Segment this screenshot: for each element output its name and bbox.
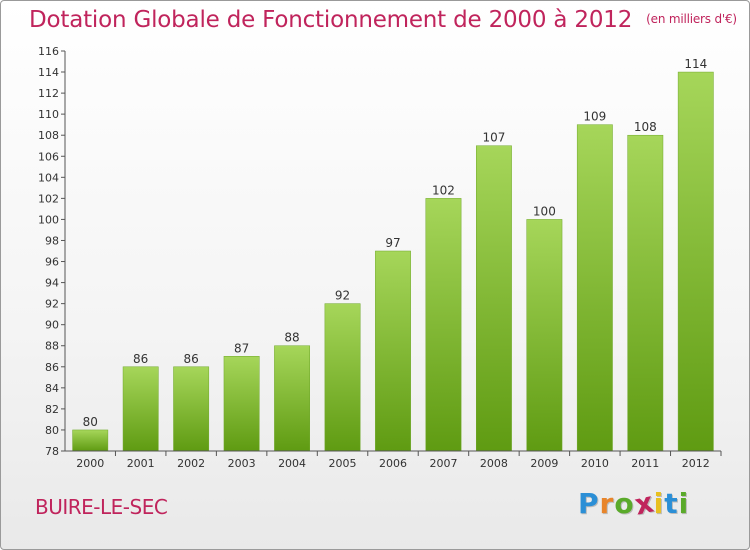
bar-2012 <box>677 71 714 452</box>
y-tick-label: 78 <box>45 445 59 458</box>
data-label-2012: 114 <box>684 57 707 71</box>
logo-letter: i <box>653 487 665 520</box>
logo-letter: o <box>614 487 635 520</box>
data-label-2008: 107 <box>482 131 505 145</box>
y-tick-label: 98 <box>45 234 59 247</box>
town-name: BUIRE-LE-SEC <box>35 495 168 519</box>
bar-2002 <box>173 366 210 452</box>
data-label-2011: 108 <box>634 120 657 134</box>
data-label-2005: 92 <box>335 289 350 303</box>
bar-2008 <box>476 145 512 452</box>
data-label-2004: 88 <box>284 331 299 345</box>
bar-2010 <box>576 124 613 452</box>
x-tick-label-2004: 2004 <box>278 457 306 470</box>
data-label-2003: 87 <box>234 341 249 355</box>
bar-2005 <box>324 303 361 452</box>
data-label-2000: 80 <box>83 415 98 429</box>
y-tick-label: 100 <box>38 213 59 226</box>
y-tick-label: 114 <box>38 66 59 79</box>
proxiti-logo: Proxiti <box>578 485 690 521</box>
y-tick-label: 112 <box>38 87 59 100</box>
bar-2000 <box>72 429 109 452</box>
y-tick-label: 96 <box>45 256 59 269</box>
bar-2007 <box>425 198 462 452</box>
bar-2009 <box>526 219 563 452</box>
x-tick-label-2012: 2012 <box>682 457 710 470</box>
bar-2011 <box>627 134 664 452</box>
y-tick-label: 88 <box>45 340 59 353</box>
data-label-2006: 97 <box>385 236 400 250</box>
x-tick-label-2002: 2002 <box>177 457 205 470</box>
logo-letter: r <box>599 487 615 520</box>
x-tick-label-2009: 2009 <box>530 457 558 470</box>
y-tick-label: 102 <box>38 192 59 205</box>
y-tick-label: 116 <box>38 45 59 58</box>
y-tick-label: 90 <box>45 319 59 332</box>
data-label-2010: 109 <box>583 110 606 124</box>
x-tick-label-2006: 2006 <box>379 457 407 470</box>
x-tick-label-2003: 2003 <box>228 457 256 470</box>
logo-letter: t <box>664 487 679 520</box>
x-tick-label-2005: 2005 <box>329 457 357 470</box>
logo-letter: i <box>678 487 690 520</box>
x-tick-label-2010: 2010 <box>581 457 609 470</box>
y-tick-label: 84 <box>45 382 59 395</box>
chart-title-text: Dotation Globale de Fonctionnement de 20… <box>29 7 633 33</box>
y-tick-label: 92 <box>45 298 59 311</box>
bar-2001 <box>122 366 159 452</box>
logo-letter: P <box>578 487 600 520</box>
y-tick-label: 82 <box>45 403 59 416</box>
chart-title: Dotation Globale de Fonctionnement de 20… <box>29 7 737 33</box>
y-tick-label: 108 <box>38 129 59 142</box>
x-tick-label-2001: 2001 <box>127 457 155 470</box>
data-label-2009: 100 <box>533 204 556 218</box>
x-tick-label-2011: 2011 <box>631 457 659 470</box>
data-label-2002: 86 <box>184 352 199 366</box>
y-tick-label: 104 <box>38 171 59 184</box>
bar-2003 <box>223 356 260 452</box>
y-axis: 78 80 82 84 86 88 90 92 94 96 98 100 102 104 106 108 110… <box>38 45 66 458</box>
data-label-2001: 86 <box>133 352 148 366</box>
y-tick-label: 80 <box>45 424 59 437</box>
y-tick-label: 86 <box>45 361 59 374</box>
y-tick-label: 106 <box>38 150 59 163</box>
chart-unit: (en milliers d'€) <box>646 12 737 26</box>
x-axis: 2000 2001 2002 2003 2004 2005 2006 2007 2008 2009… <box>65 450 722 470</box>
y-tick-label: 110 <box>38 108 59 121</box>
y-tick-label: 94 <box>45 277 59 290</box>
bar-2004 <box>274 345 310 452</box>
bars-group: 80 86 86 87 88 92 97 102 107 100 109 108 114 <box>72 57 714 452</box>
data-label-2007: 102 <box>432 183 455 197</box>
bar-2006 <box>375 250 411 452</box>
x-tick-label-2000: 2000 <box>76 457 104 470</box>
x-tick-label-2007: 2007 <box>429 457 457 470</box>
x-tick-label-2008: 2008 <box>480 457 508 470</box>
